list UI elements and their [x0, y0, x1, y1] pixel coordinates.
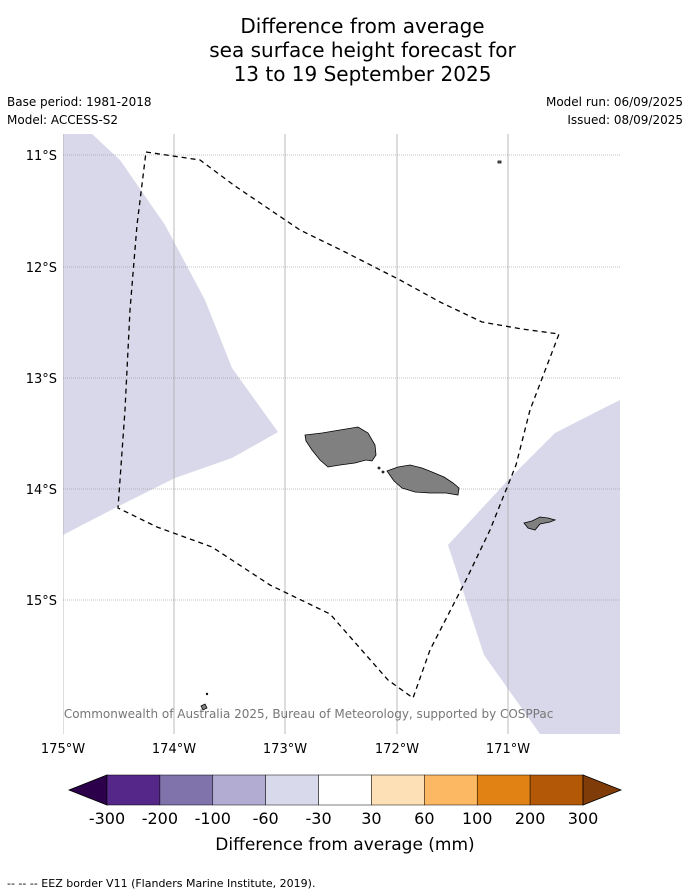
land — [200, 160, 557, 711]
colorbar-extend-low — [67, 774, 108, 806]
anomaly-region-southeast — [448, 400, 620, 734]
colorbar-bin — [212, 774, 266, 806]
lon-label-171w: 171°W — [486, 742, 530, 757]
map-title: Difference from average sea surface heig… — [0, 14, 690, 86]
model-label: Model: ACCESS-S2 — [7, 113, 119, 127]
lat-label-15s: 15°S — [26, 594, 57, 609]
colorbar-bin — [476, 774, 531, 806]
plot-area: © Commonwealth of Australia 2025, Bureau… — [48, 134, 620, 734]
colorbar-tick-label: -60 — [253, 809, 279, 828]
lon-label-174w: 174°W — [152, 742, 196, 757]
lat-label-12s: 12°S — [26, 261, 57, 276]
model-run-label: Model run: 06/09/2025 — [545, 95, 683, 109]
colorbar: -300 -200 -100 -60 -30 30 60 100 200 300 — [67, 774, 623, 828]
islet-1 — [377, 466, 381, 470]
island-wallis — [200, 703, 208, 711]
colorbar-bin — [371, 774, 425, 806]
copyright-text: © Commonwealth of Australia 2025, Bureau… — [48, 707, 553, 721]
colorbar-bin — [424, 774, 478, 806]
island-savaii — [304, 426, 377, 468]
colorbar-extend-high — [582, 774, 623, 806]
colorbar-title: Difference from average (mm) — [215, 835, 474, 855]
gridlines — [63, 134, 620, 734]
eez-legend-note: -- -- -- EEZ border V11 (Flanders Marine… — [7, 877, 316, 890]
colorbar-tick-label: -200 — [142, 809, 178, 828]
lat-label-13s: 13°S — [26, 372, 57, 387]
eez-border — [117, 151, 560, 700]
colorbar-tick-label: 30 — [361, 809, 381, 828]
base-period-label: Base period: 1981-2018 — [7, 95, 152, 109]
lon-label-175w: 175°W — [41, 742, 85, 757]
title-line-2: sea surface height forecast for — [209, 38, 516, 62]
colorbar-bin — [159, 774, 214, 806]
colorbar-tick-label: -100 — [195, 809, 231, 828]
lat-label-14s: 14°S — [26, 483, 57, 498]
colorbar-bin — [318, 774, 372, 806]
lon-label-172w: 172°W — [375, 742, 419, 757]
island-swains — [497, 160, 502, 164]
colorbar-bin — [529, 774, 584, 806]
lat-label-11s: 11°S — [26, 149, 57, 164]
island-tutuila — [523, 516, 557, 531]
island-upolu — [386, 464, 460, 496]
anomaly-region-west — [63, 134, 278, 535]
lon-label-173w: 173°W — [263, 742, 307, 757]
lon-axis: 175°W 174°W 173°W 172°W 171°W — [41, 742, 530, 757]
colorbar-tick-label: 100 — [462, 809, 493, 828]
islet-3 — [205, 692, 209, 696]
colorbar-tick-label: -300 — [89, 809, 125, 828]
colorbar-tick-label: 200 — [515, 809, 546, 828]
colorbar-bin — [106, 774, 161, 806]
title-line-1: Difference from average — [240, 14, 485, 38]
issued-label: Issued: 08/09/2025 — [567, 113, 683, 127]
forecast-map: © Commonwealth of Australia 2025, Bureau… — [26, 134, 623, 855]
islet-2 — [381, 470, 385, 474]
colorbar-tick-label: -30 — [305, 809, 331, 828]
colorbar-tick-label: 60 — [414, 809, 434, 828]
lat-axis: 11°S 12°S 13°S 14°S 15°S — [26, 149, 57, 609]
title-line-3: 13 to 19 September 2025 — [233, 62, 492, 86]
colorbar-bin — [265, 774, 319, 806]
colorbar-tick-label: 300 — [568, 809, 599, 828]
